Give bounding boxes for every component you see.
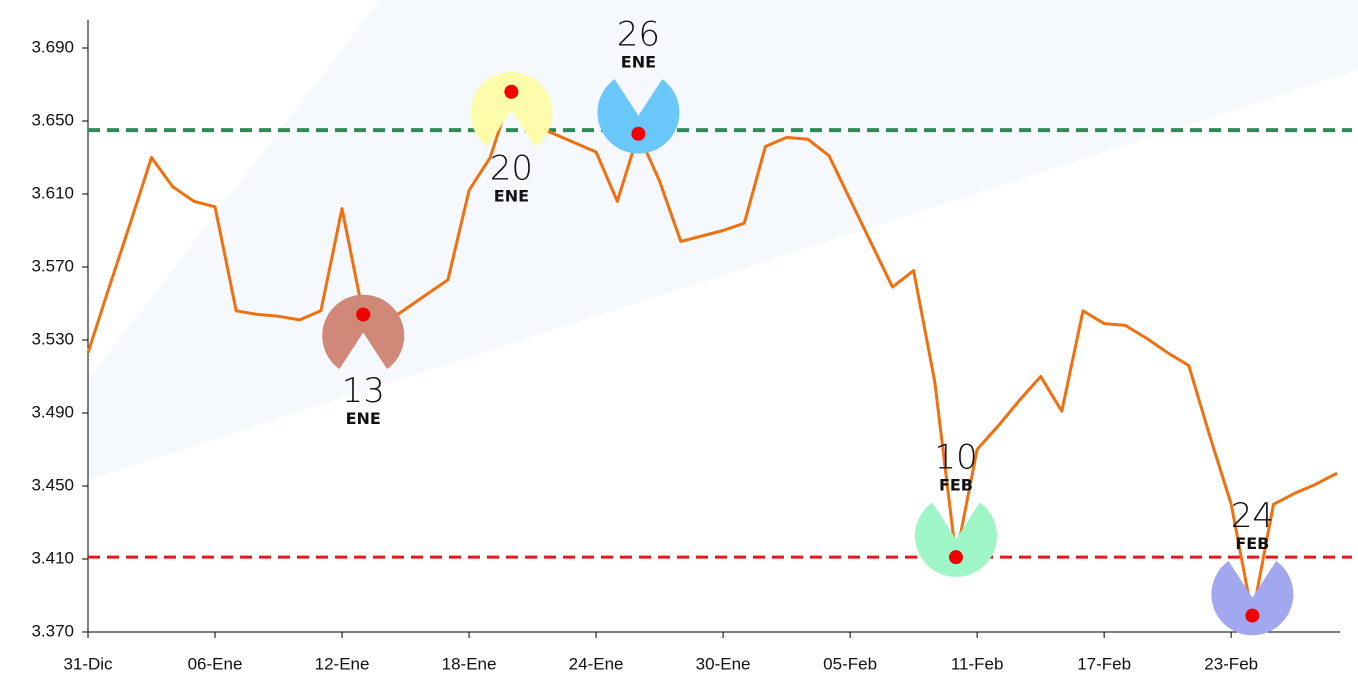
pin-day: 24 (1231, 496, 1274, 536)
x-tick-label: 11-Feb (951, 654, 1004, 673)
highlight-point (631, 126, 646, 141)
data-line (86, 90, 1338, 618)
highlight-point (1245, 608, 1260, 623)
pin-month: FEB (1235, 534, 1269, 553)
pin-month: ENE (621, 52, 656, 71)
x-tick-label: 05-Feb (823, 654, 877, 673)
pin (1211, 560, 1294, 636)
y-tick-label: 3.570 (31, 256, 74, 275)
pin-month: ENE (494, 186, 529, 205)
y-tick-label: 3.690 (31, 37, 74, 56)
y-tick-label: 3.410 (31, 548, 74, 567)
x-tick-label: 17-Feb (1077, 654, 1131, 673)
pin-day: 20 (490, 148, 533, 188)
highlight-point (948, 550, 963, 565)
y-tick-label: 3.610 (31, 183, 74, 202)
background-band (88, 0, 1358, 480)
x-tick-label: 31-Dic (63, 654, 113, 673)
y-tick-label: 3.530 (31, 329, 74, 348)
x-tick-label: 23-Feb (1204, 654, 1258, 673)
pin-day: 10 (934, 438, 977, 478)
y-tick-label: 3.490 (31, 402, 74, 421)
highlight-point (504, 84, 519, 99)
pin-month: FEB (939, 476, 973, 495)
pin-day: 13 (342, 371, 385, 411)
y-tick-label: 3.370 (31, 621, 74, 640)
x-tick-label: 30-Ene (696, 654, 751, 673)
pin-day: 26 (617, 14, 660, 54)
pin (597, 79, 680, 154)
x-tick-label: 18-Ene (442, 654, 497, 673)
pin-month: ENE (346, 409, 381, 428)
x-tick-label: 06-Ene (188, 654, 243, 673)
y-tick-label: 3.650 (31, 110, 74, 129)
pin (322, 294, 405, 370)
x-tick-label: 12-Ene (315, 654, 370, 673)
pin (914, 502, 997, 577)
x-tick-label: 24-Ene (569, 654, 624, 673)
y-tick-label: 3.450 (31, 475, 74, 494)
pin (470, 72, 553, 147)
highlight-point (356, 307, 371, 322)
